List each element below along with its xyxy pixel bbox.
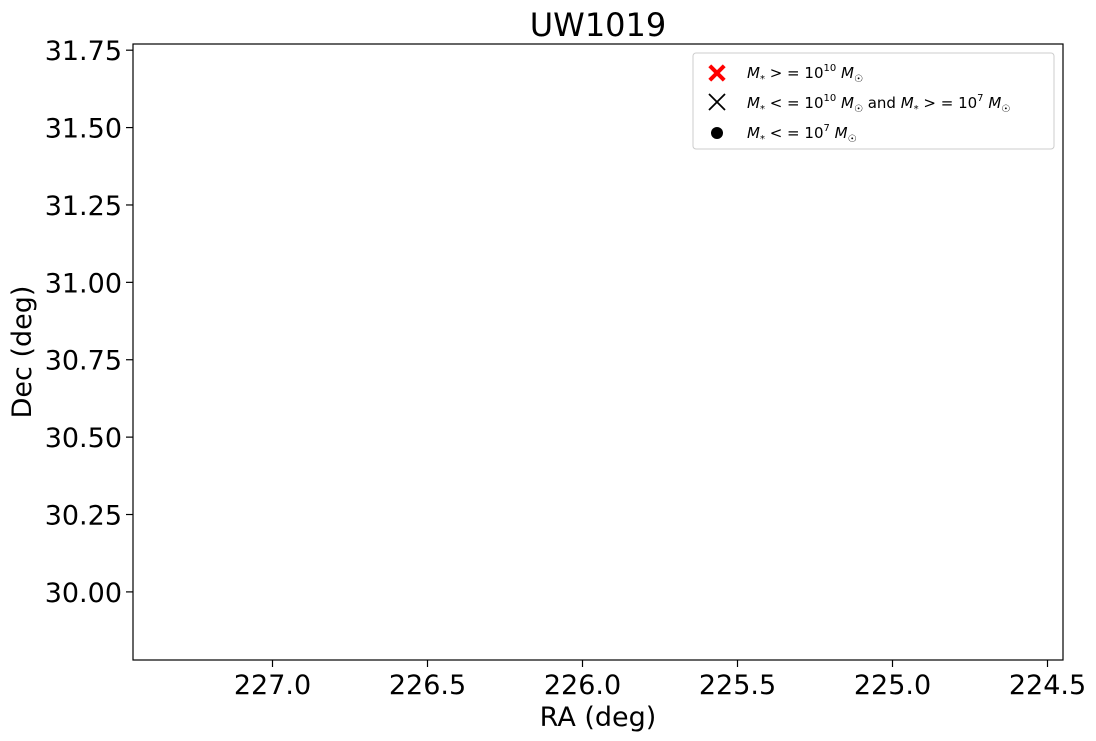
legend-label-mid-mass: M* < = 1010 M☉ and M* > = 107 M☉ [747,93,1010,115]
y-tick-label: 30.75 [45,346,122,377]
y-tick-label: 31.50 [45,114,122,145]
x-tick-label: 224.5 [1009,670,1086,701]
legend-marker-filled-x-icon [708,64,726,82]
y-axis: 30.00 30.25 30.50 30.75 31.00 31.25 31.50 31.75 [45,36,133,609]
legend-marker-circle-icon [711,127,723,139]
x-axis: 227.0 226.5 226.0 225.5 225.0 224.5 [234,660,1086,701]
y-axis-label: Dec (deg) [7,286,38,419]
x-tick-label: 226.5 [389,670,466,701]
y-tick-label: 31.25 [45,191,122,222]
y-tick-label: 30.00 [45,578,122,609]
legend-label-high-mass: M* > = 1010 M☉ [747,63,863,85]
legend-label-low-mass: M* < = 107 M☉ [747,123,857,145]
chart-title: UW1019 [530,6,667,44]
legend-entry-low-mass: M* < = 107 M☉ [711,123,857,145]
legend-entry-high-mass: M* > = 1010 M☉ [708,63,863,85]
y-tick-label: 31.75 [45,36,122,67]
x-tick-label: 225.5 [699,670,776,701]
legend-frame [692,52,1055,150]
legend-entry-mid-mass: M* < = 1010 M☉ and M* > = 107 M☉ [708,93,1010,115]
x-tick-label: 227.0 [234,670,311,701]
y-tick-label: 30.50 [45,423,122,454]
x-axis-label: RA (deg) [540,702,657,733]
y-tick-label: 31.00 [45,268,122,299]
legend: M* > = 1010 M☉ M* < = 1010 M☉ and M* > =… [692,52,1055,150]
x-tick-label: 226.0 [544,670,621,701]
x-tick-label: 225.0 [854,670,931,701]
y-tick-label: 30.25 [45,501,122,532]
legend-marker-x-icon [708,93,726,111]
